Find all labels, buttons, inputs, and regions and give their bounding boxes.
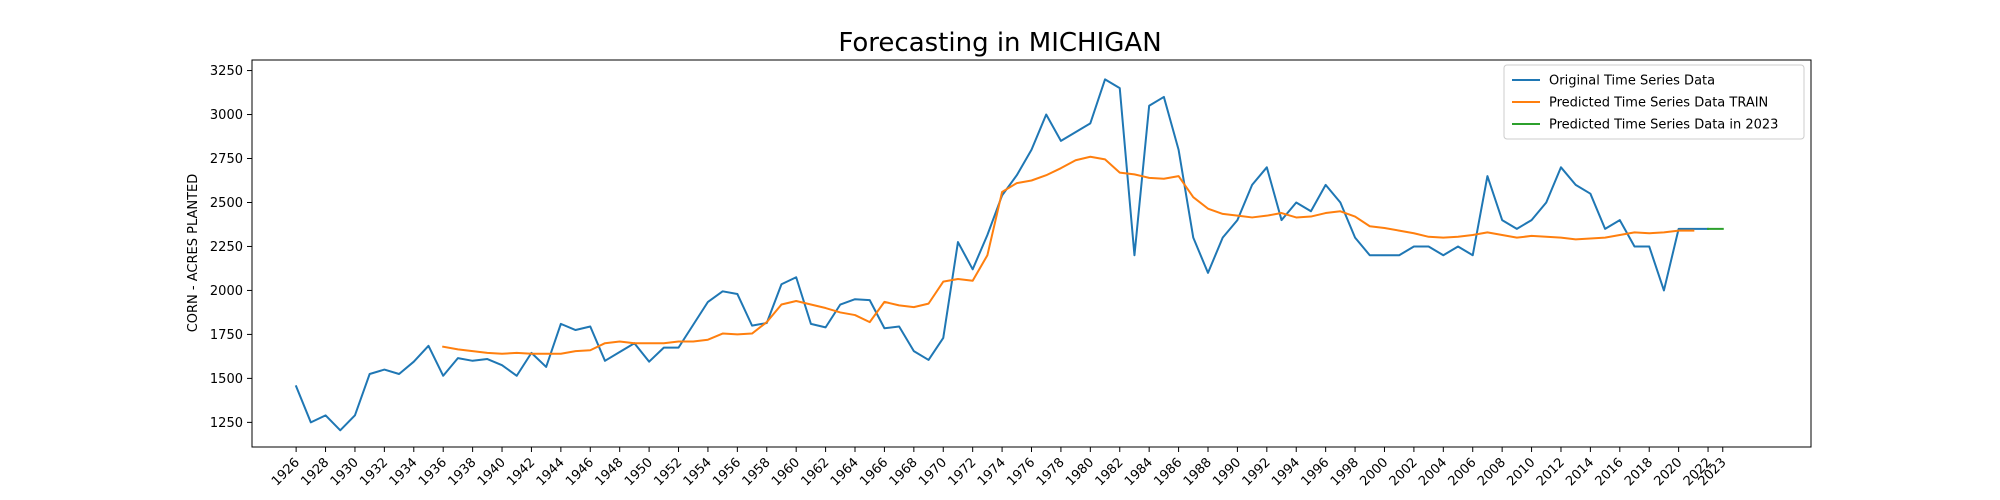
x-tick-label: 2006 [1446,455,1480,489]
y-tick-label: 2750 [210,152,243,167]
y-tick-label: 1250 [210,416,243,431]
x-tick-label: 1982 [1093,455,1127,489]
x-tick-label: 2010 [1504,455,1538,489]
x-tick-label: 1964 [828,455,862,489]
x-tick-label: 1942 [504,455,538,489]
x-tick-label: 1934 [387,455,421,489]
x-tick-label: 2018 [1622,455,1656,489]
y-axis-label: CORN - ACRES PLANTED [186,174,201,333]
x-tick-label: 1926 [269,455,303,489]
x-tick-label: 1944 [534,455,568,489]
x-tick-label: 1930 [328,455,362,489]
y-tick-label: 2500 [210,196,243,211]
x-tick-label: 1940 [475,455,509,489]
x-tick-label: 1996 [1298,455,1332,489]
x-tick-label: 1994 [1269,455,1303,489]
x-tick-label: 1990 [1210,455,1244,489]
plot-frame [251,59,1812,448]
x-tick-label: 1992 [1240,455,1274,489]
chart-title: Forecasting in MICHIGAN [838,28,1161,58]
x-tick-label: 1974 [975,455,1009,489]
y-tick-label: 1500 [210,372,243,387]
x-tick-label: 1962 [798,455,832,489]
x-tick-label: 1936 [416,455,450,489]
x-tick-label: 1960 [769,455,803,489]
x-tick-label: 1976 [1004,455,1038,489]
x-tick-label: 1950 [622,455,656,489]
x-tick-label: 1954 [681,455,715,489]
legend-box [1503,64,1805,140]
x-tick-label: 1956 [710,455,744,489]
legend-label: Predicted Time Series Data TRAIN [1549,96,1768,111]
x-tick-label: 2012 [1534,455,1568,489]
x-tick-label: 2016 [1593,455,1627,489]
plot-area: 1250 1500 1750 2000 2250 2500 2750 3000 3250 1926… [210,64,1730,489]
y-tick-label: 2000 [210,284,243,299]
x-tick-label: 1978 [1034,455,1068,489]
x-tick-label: 1948 [593,455,627,489]
x-tick-label: 2002 [1387,455,1421,489]
y-tick-label: 2250 [210,240,243,255]
x-tick-label: 1970 [916,455,950,489]
x-tick-label: 1988 [1181,455,1215,489]
x-tick-label: 1952 [651,455,685,489]
x-tick-label: 1928 [298,455,332,489]
x-tick-label: 2014 [1563,455,1597,489]
x-tick-label: 1966 [857,455,891,489]
x-tick-label: 1980 [1063,455,1097,489]
x-tick-label: 1938 [445,455,479,489]
y-tick-label: 1750 [210,328,243,343]
series-line-2 [442,155,1695,355]
legend-label: Original Time Series Data [1549,74,1715,89]
x-tick-label: 1984 [1122,455,1156,489]
legend-label: Predicted Time Series Data in 2023 [1549,118,1778,133]
x-tick-label: 1986 [1151,455,1185,489]
x-tick-label: 2008 [1475,455,1509,489]
x-tick-label: 1946 [563,455,597,489]
x-tick-label: 1932 [357,455,391,489]
x-tick-label: 2000 [1357,455,1391,489]
x-tick-label: 1998 [1328,455,1362,489]
y-tick-label: 3250 [210,64,243,79]
series-line-1 [294,78,1710,432]
x-tick-label: 1968 [887,455,921,489]
x-tick-label: 2020 [1651,455,1685,489]
x-tick-label: 2004 [1416,455,1450,489]
x-tick-label: 1958 [740,455,774,489]
legend: Original Time Series Data Predicted Time … [1503,64,1805,140]
y-tick-label: 3000 [210,108,243,123]
x-tick-label: 1972 [945,455,979,489]
